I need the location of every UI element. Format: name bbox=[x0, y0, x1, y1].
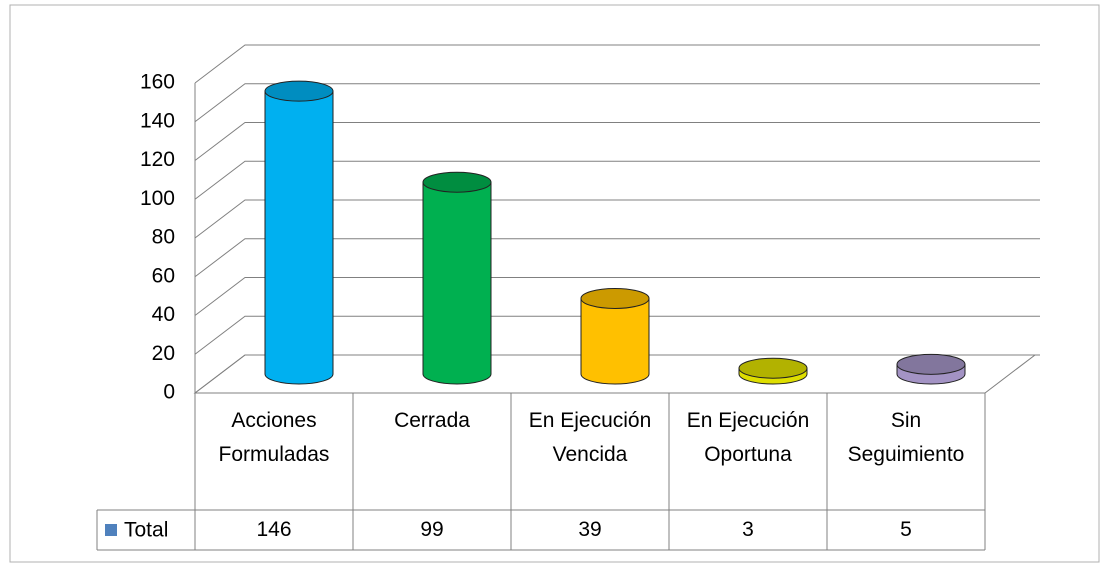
legend-key bbox=[105, 524, 117, 536]
bar-top bbox=[738, 357, 808, 379]
x-tick-label: En Ejecución Oportuna bbox=[686, 409, 810, 466]
x-tick-label: Acciones Formuladas bbox=[218, 409, 330, 466]
grid-line bbox=[194, 83, 1040, 123]
y-tick-label: 0 bbox=[163, 381, 175, 404]
data-label: 3 bbox=[742, 518, 754, 541]
grid-line bbox=[194, 199, 1040, 239]
grid-line bbox=[194, 238, 1040, 278]
data-label: 5 bbox=[900, 518, 912, 541]
y-tick-label: 40 bbox=[152, 303, 175, 326]
grid-line bbox=[194, 277, 1040, 316]
y-tick-label: 160 bbox=[140, 71, 175, 94]
y-tick-label: 20 bbox=[152, 342, 175, 365]
data-label: 39 bbox=[578, 518, 602, 541]
bar bbox=[264, 90, 334, 385]
data-label: 99 bbox=[420, 518, 444, 541]
bar-top bbox=[264, 80, 334, 102]
data-label: 146 bbox=[256, 518, 292, 541]
chart-border bbox=[9, 4, 1100, 563]
grid-line bbox=[194, 122, 1040, 161]
y-tick-label: 60 bbox=[152, 264, 175, 287]
grid-line bbox=[194, 44, 1040, 84]
y-tick-label: 140 bbox=[140, 109, 175, 132]
legend-label: Total bbox=[124, 519, 168, 542]
bar-top bbox=[580, 287, 650, 309]
x-tick-label: Sin Seguimiento bbox=[847, 409, 965, 466]
bar bbox=[422, 181, 492, 385]
grid-line bbox=[194, 315, 1040, 355]
bar bbox=[580, 297, 650, 385]
y-tick-label: 80 bbox=[152, 226, 175, 249]
bar-top bbox=[422, 171, 492, 193]
bar-top bbox=[896, 353, 966, 375]
y-tick-label: 120 bbox=[140, 148, 175, 171]
grid-line bbox=[194, 160, 1040, 200]
x-tick-label: En Ejecución Vencida bbox=[528, 409, 652, 466]
x-tick-label: Cerrada bbox=[394, 409, 470, 432]
y-tick-label: 100 bbox=[140, 187, 175, 210]
grid-line bbox=[194, 354, 1040, 394]
